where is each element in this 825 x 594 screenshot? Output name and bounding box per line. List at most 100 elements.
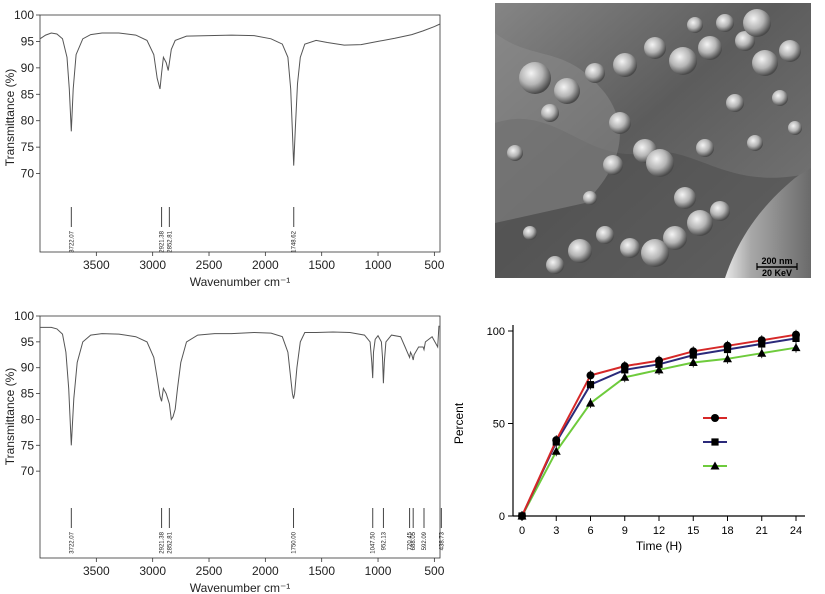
data-point-triangle — [757, 348, 767, 357]
nanoparticle — [674, 187, 696, 209]
spectrum-line — [40, 325, 440, 446]
nanoparticle — [613, 53, 637, 77]
x-tick-label: 3000 — [139, 564, 166, 578]
legend-marker-circle — [711, 414, 719, 422]
nanoparticle — [779, 40, 801, 62]
x-axis-label: Time (H) — [636, 539, 682, 553]
y-tick-label: 75 — [21, 438, 35, 452]
plot-frame — [39, 14, 441, 253]
x-tick-label: 9 — [622, 525, 628, 537]
y-tick-label: 80 — [21, 114, 35, 128]
data-point-circle — [723, 341, 732, 350]
x-tick-label: 12 — [653, 525, 665, 537]
release-profile-chart: 0 50 100 0 3 6 9 12 15 18 21 24 Time (H) Percent — [452, 325, 805, 553]
x-tick-label: 2500 — [196, 258, 223, 272]
data-point-circle — [552, 436, 561, 445]
ftir-spectrum-top: 70 75 80 85 90 95 100 3500 3000 2500 2000 1500 1000 5… — [3, 8, 445, 289]
data-point-circle — [620, 362, 629, 371]
nanoparticle — [596, 226, 614, 244]
x-axis-label: Wavenumber cm⁻¹ — [190, 275, 291, 289]
y-axis-label: Percent — [452, 402, 466, 444]
x-tick-label: 24 — [790, 525, 802, 537]
legend-marker-triangle — [710, 461, 720, 470]
peak-label: 688.05 — [411, 531, 417, 550]
data-point-triangle — [791, 343, 801, 352]
nanoparticle — [747, 135, 763, 151]
data-point-circle — [792, 330, 800, 339]
plot-frame — [39, 315, 441, 559]
y-axis-label: Transmittance (%) — [3, 69, 17, 167]
y-tick-label: 100 — [14, 8, 34, 22]
data-point-triangle — [654, 365, 664, 374]
nanoparticle — [663, 226, 687, 250]
peak-label: 720.45 — [408, 531, 414, 550]
data-point-circle — [518, 512, 526, 520]
nanoparticle — [646, 149, 674, 177]
nanoparticle — [735, 31, 755, 51]
y-tick-label: 85 — [21, 87, 35, 101]
nanoparticle — [696, 139, 714, 157]
peak-label: 3722.07 — [69, 230, 75, 252]
nanoparticle — [687, 210, 713, 236]
y-tick-label: 100 — [14, 309, 34, 323]
peak-label: 1750.00 — [292, 531, 298, 553]
data-point-square — [586, 381, 595, 389]
nanoparticle — [687, 17, 703, 33]
nanoparticle — [752, 50, 778, 76]
peak-label: 1748.62 — [292, 230, 298, 252]
y-tick-label: 95 — [21, 34, 35, 48]
data-point-circle — [586, 371, 595, 380]
sem-image: 200 nm 20 KeV — [495, 3, 811, 278]
data-point-triangle — [551, 446, 561, 455]
nanoparticle — [743, 9, 771, 37]
nanoparticle — [583, 191, 597, 205]
x-tick-label: 1000 — [365, 258, 392, 272]
scale-bar-label: 200 nm — [761, 256, 792, 266]
x-tick-label: 21 — [756, 525, 768, 537]
y-tick-label: 90 — [21, 361, 35, 375]
voltage-label: 20 KeV — [762, 268, 792, 278]
data-point-circle — [689, 347, 698, 356]
x-tick-label: 3000 — [139, 258, 166, 272]
peak-label: 952.13 — [381, 531, 387, 550]
nanoparticle — [710, 201, 730, 221]
data-point-circle — [757, 336, 766, 345]
x-tick-label: 2500 — [196, 564, 223, 578]
legend-marker-square — [711, 438, 719, 446]
y-tick-label: 95 — [21, 335, 35, 349]
x-tick-label: 15 — [687, 525, 699, 537]
nanoparticle — [546, 256, 564, 274]
nanoparticle — [620, 238, 640, 258]
peak-label: 1047.50 — [371, 531, 377, 553]
nanoparticle — [788, 121, 802, 135]
y-tick-label: 70 — [21, 167, 35, 181]
peak-label: 2921.38 — [160, 230, 166, 252]
nanoparticle — [585, 63, 605, 83]
nanoparticle — [568, 239, 592, 263]
nanoparticle — [541, 104, 559, 122]
nanoparticle — [641, 239, 669, 267]
nanoparticle — [716, 14, 734, 32]
peak-label: 2852.81 — [167, 531, 173, 553]
x-tick-label: 2000 — [252, 564, 279, 578]
x-tick-label: 500 — [424, 564, 444, 578]
x-tick-label: 1000 — [365, 564, 392, 578]
x-tick-label: 6 — [587, 525, 593, 537]
x-tick-label: 500 — [424, 258, 444, 272]
y-tick-label: 80 — [21, 412, 35, 426]
y-tick-label: 75 — [21, 140, 35, 154]
y-tick-label: 0 — [499, 511, 505, 523]
data-point-triangle — [688, 357, 698, 366]
x-tick-label: 18 — [721, 525, 733, 537]
y-tick-label: 85 — [21, 387, 35, 401]
nanoparticle — [609, 112, 631, 134]
data-point-triangle — [620, 372, 630, 381]
nanoparticle — [644, 37, 666, 59]
nanoparticle — [554, 78, 580, 104]
x-tick-label: 3500 — [83, 258, 110, 272]
y-axis-label: Transmittance (%) — [3, 368, 17, 466]
scale-bar: 200 nm 20 KeV — [756, 256, 798, 278]
peak-label: 2921.38 — [160, 531, 166, 553]
y-tick-label: 100 — [487, 326, 505, 338]
nanoparticle — [603, 155, 623, 175]
